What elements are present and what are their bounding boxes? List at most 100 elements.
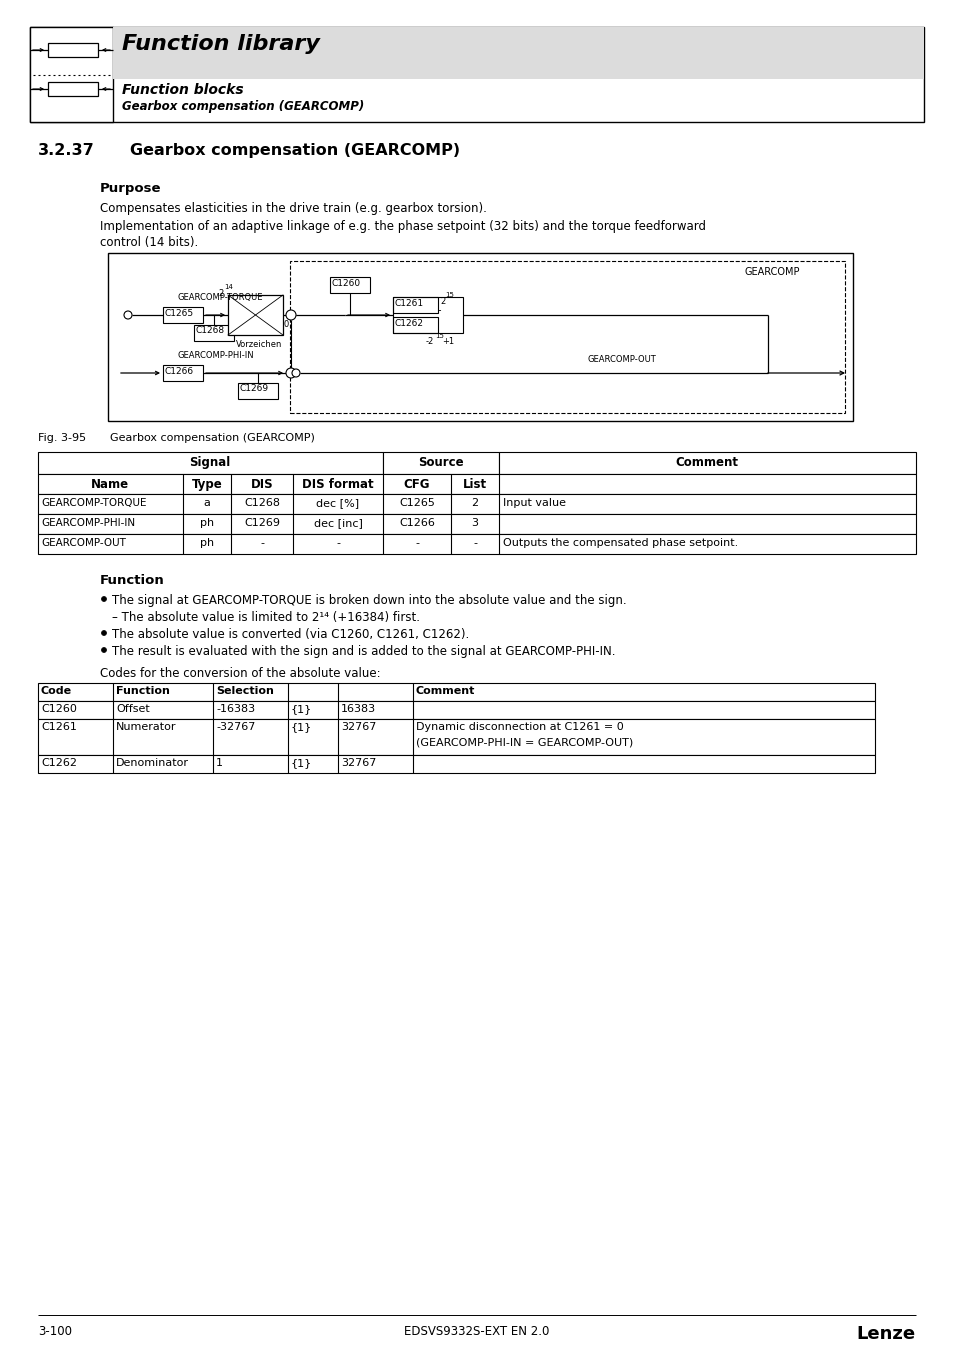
Circle shape [286,310,295,320]
Text: Vorzeichen: Vorzeichen [235,340,282,350]
Text: -32767: -32767 [215,722,255,732]
Bar [38,474,915,494]
Text: 0: 0 [284,320,289,329]
Bar [330,277,370,293]
Text: 2: 2 [439,297,445,306]
Text: – The absolute value is limited to 2¹⁴ (+16384) first.: – The absolute value is limited to 2¹⁴ (… [112,612,419,624]
Text: EDSVS9332S-EXT EN 2.0: EDSVS9332S-EXT EN 2.0 [404,1324,549,1338]
Bar [237,383,277,400]
Circle shape [286,369,295,378]
Circle shape [292,369,299,377]
Text: C1261: C1261 [41,722,77,732]
Text: The result is evaluated with the sign and is added to the signal at GEARCOMP-PHI: The result is evaluated with the sign an… [112,645,615,657]
Circle shape [101,648,107,652]
Text: GEARCOMP-PHI-IN: GEARCOMP-PHI-IN [41,518,135,528]
Text: Offset: Offset [116,703,150,714]
Text: C1266: C1266 [398,518,435,528]
Text: Selection: Selection [215,686,274,697]
Text: DIS format: DIS format [302,478,374,491]
Text: C1262: C1262 [41,757,77,768]
Bar [290,261,844,413]
Text: The absolute value is converted (via C1260, C1261, C1262).: The absolute value is converted (via C12… [112,628,469,641]
Text: -: - [437,305,441,315]
Text: Signal: Signal [190,456,231,468]
Text: 14: 14 [224,284,233,290]
Text: -: - [415,539,418,548]
Text: C1266: C1266 [165,367,193,377]
Text: Lenze: Lenze [856,1324,915,1343]
Text: C1261: C1261 [395,298,424,308]
Text: GEARCOMP-TORQUE: GEARCOMP-TORQUE [41,498,147,508]
Bar [393,297,462,333]
Bar [382,452,498,474]
Text: Purpose: Purpose [100,182,161,194]
Text: -2: -2 [426,338,434,346]
Text: (GEARCOMP-PHI-IN = GEARCOMP-OUT): (GEARCOMP-PHI-IN = GEARCOMP-OUT) [416,738,633,748]
Text: Gearbox compensation (GEARCOMP): Gearbox compensation (GEARCOMP) [122,100,364,113]
Text: ph: ph [200,539,213,548]
Text: Function blocks: Function blocks [122,82,243,97]
Text: C1269: C1269 [244,518,280,528]
Text: GEARCOMP-PHI-IN: GEARCOMP-PHI-IN [178,351,254,360]
Text: Numerator: Numerator [116,722,176,732]
Text: 16383: 16383 [340,703,375,714]
Text: Name: Name [91,478,129,491]
Text: dec [inc]: dec [inc] [314,518,362,528]
Text: 3.2.37: 3.2.37 [38,143,94,158]
Text: 2: 2 [218,289,223,298]
Text: DIS: DIS [251,478,273,491]
Bar [193,325,233,342]
Text: C1265: C1265 [398,498,435,508]
Text: +1: +1 [441,338,454,346]
Text: C1265: C1265 [165,309,193,319]
Bar [498,452,915,474]
Text: List: List [462,478,487,491]
Circle shape [124,310,132,319]
Text: GEARCOMP-OUT: GEARCOMP-OUT [41,539,126,548]
Text: Input value: Input value [502,498,565,508]
Bar [38,701,874,720]
Bar [163,364,203,381]
Bar [38,755,874,774]
Text: 3-100: 3-100 [38,1324,71,1338]
Text: GEARCOMP: GEARCOMP [744,267,800,277]
Text: CFG: CFG [403,478,430,491]
Text: Denominator: Denominator [116,757,189,768]
Bar [38,683,874,701]
Bar [48,43,98,57]
Text: {1}: {1} [291,703,312,714]
Text: Outputs the compensated phase setpoint.: Outputs the compensated phase setpoint. [502,539,738,548]
Text: C1260: C1260 [332,279,361,288]
Text: Codes for the conversion of the absolute value:: Codes for the conversion of the absolute… [100,667,380,680]
Bar [393,317,437,333]
Text: Code: Code [41,686,72,697]
Text: C1268: C1268 [244,498,280,508]
Text: {1}: {1} [291,757,312,768]
Text: a: a [203,498,211,508]
Bar [108,252,852,421]
Bar [163,306,203,323]
Bar [112,27,923,80]
Bar [38,535,915,554]
Text: Implementation of an adaptive linkage of e.g. the phase setpoint (32 bits) and t: Implementation of an adaptive linkage of… [100,220,705,234]
Text: C1262: C1262 [395,319,423,328]
Text: -16383: -16383 [215,703,254,714]
Text: Gearbox compensation (GEARCOMP): Gearbox compensation (GEARCOMP) [110,433,314,443]
Text: C1269: C1269 [240,383,269,393]
Text: Function: Function [100,574,165,587]
Text: 1: 1 [215,757,223,768]
Bar [48,82,98,96]
Bar [393,297,437,313]
Circle shape [101,597,107,602]
Text: 32767: 32767 [340,757,376,768]
Text: Type: Type [192,478,222,491]
Text: The signal at GEARCOMP-TORQUE is broken down into the absolute value and the sig: The signal at GEARCOMP-TORQUE is broken … [112,594,626,608]
Bar [38,452,382,474]
Text: Dynamic disconnection at C1261 = 0: Dynamic disconnection at C1261 = 0 [416,722,623,732]
Text: Gearbox compensation (GEARCOMP): Gearbox compensation (GEARCOMP) [130,143,459,158]
Text: 15: 15 [435,333,443,339]
Text: dec [%]: dec [%] [316,498,359,508]
Text: 15: 15 [444,292,454,298]
Text: 3: 3 [471,518,478,528]
Text: Comment: Comment [416,686,475,697]
